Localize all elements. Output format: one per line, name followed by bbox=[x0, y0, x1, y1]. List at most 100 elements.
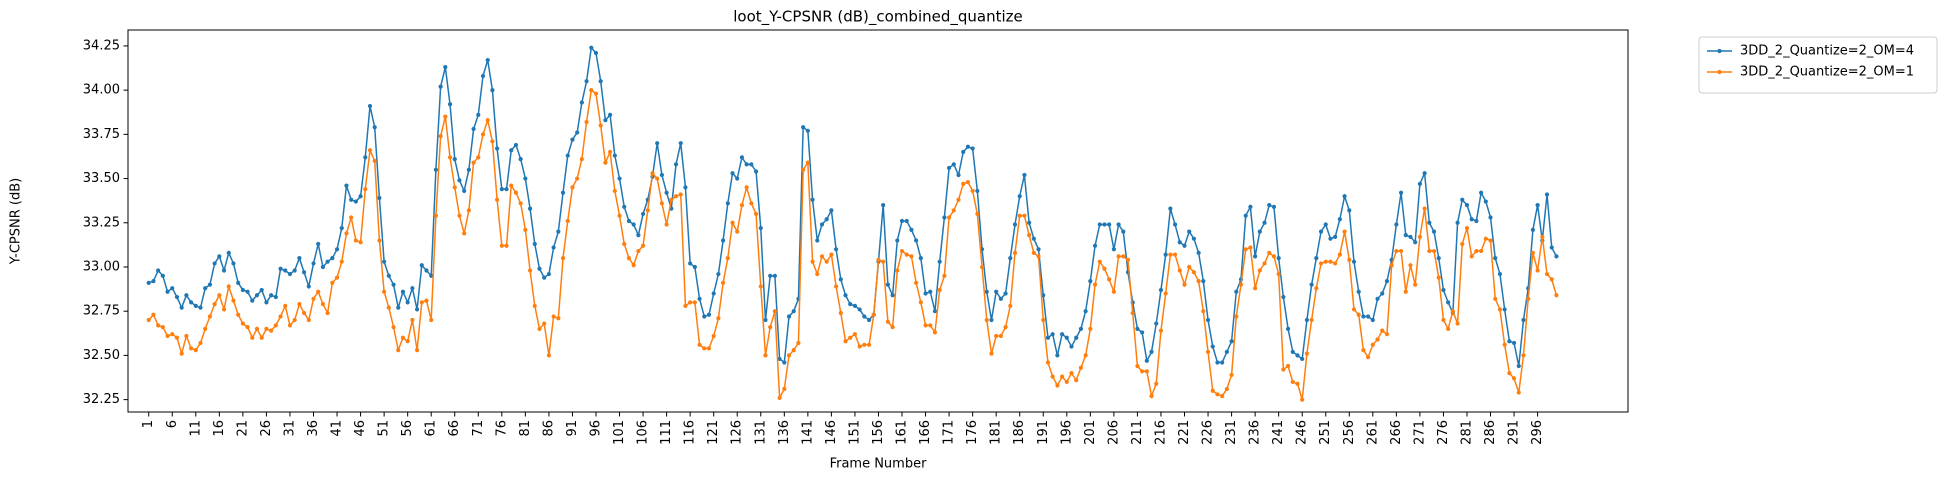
data-point bbox=[1337, 217, 1342, 222]
data-point bbox=[264, 326, 269, 331]
data-point bbox=[1356, 312, 1361, 317]
data-point bbox=[819, 254, 825, 259]
data-point bbox=[946, 215, 952, 220]
y-tick-label: 34.25 bbox=[83, 38, 120, 53]
data-point bbox=[721, 238, 726, 243]
data-point bbox=[278, 266, 283, 271]
data-point bbox=[1012, 250, 1018, 255]
data-point bbox=[932, 330, 938, 335]
data-point bbox=[438, 134, 443, 139]
data-point bbox=[1502, 307, 1507, 312]
data-point bbox=[1182, 282, 1187, 287]
data-point bbox=[1107, 222, 1112, 227]
data-point bbox=[301, 270, 307, 275]
data-point bbox=[1361, 314, 1366, 319]
data-point bbox=[1300, 356, 1305, 362]
data-point bbox=[1493, 296, 1498, 301]
x-tick-label: 196 bbox=[1059, 420, 1074, 445]
data-point bbox=[1422, 206, 1427, 211]
x-tick-label: 176 bbox=[965, 420, 980, 445]
data-point bbox=[805, 160, 810, 165]
data-point bbox=[485, 57, 490, 63]
data-point bbox=[801, 125, 806, 130]
data-point bbox=[1323, 222, 1328, 227]
data-point bbox=[1092, 282, 1098, 287]
data-point bbox=[424, 298, 429, 303]
data-point bbox=[1158, 287, 1164, 293]
data-point bbox=[852, 303, 858, 308]
data-point bbox=[1516, 390, 1521, 395]
x-tick-label: 171 bbox=[942, 420, 957, 445]
x-tick-label: 256 bbox=[1342, 420, 1357, 445]
data-point bbox=[843, 339, 848, 344]
data-point bbox=[603, 160, 608, 165]
data-point bbox=[316, 241, 321, 247]
x-tick-label: 96 bbox=[588, 420, 603, 437]
x-tick-label: 51 bbox=[377, 420, 392, 437]
legend-box bbox=[1698, 36, 1938, 94]
data-point bbox=[772, 309, 777, 314]
data-point bbox=[1450, 309, 1455, 314]
data-point bbox=[956, 172, 961, 178]
data-point bbox=[692, 264, 697, 270]
x-tick-label: 191 bbox=[1036, 420, 1051, 445]
data-point bbox=[203, 326, 208, 331]
data-point bbox=[1398, 190, 1404, 195]
data-point bbox=[221, 307, 227, 312]
data-point bbox=[810, 197, 815, 202]
data-point bbox=[316, 289, 321, 294]
data-point bbox=[504, 243, 509, 248]
y-tick-label: 32.50 bbox=[83, 348, 120, 363]
data-point bbox=[1455, 220, 1460, 225]
x-tick-label: 221 bbox=[1177, 420, 1192, 445]
data-point bbox=[1172, 252, 1178, 257]
data-point bbox=[462, 231, 467, 236]
data-point bbox=[994, 333, 999, 339]
data-point bbox=[1483, 199, 1488, 204]
data-point bbox=[772, 273, 777, 278]
data-point bbox=[1017, 213, 1022, 218]
data-point bbox=[382, 259, 387, 264]
data-point bbox=[212, 302, 217, 307]
data-point bbox=[301, 310, 307, 316]
data-point bbox=[1384, 332, 1390, 337]
data-point bbox=[758, 225, 763, 231]
data-point bbox=[221, 268, 227, 273]
data-point bbox=[965, 144, 971, 149]
x-tick-label: 16 bbox=[212, 420, 227, 437]
data-point bbox=[1366, 314, 1371, 319]
x-tick-label: 276 bbox=[1436, 420, 1451, 445]
data-point bbox=[584, 79, 589, 84]
data-point bbox=[1074, 378, 1079, 383]
data-point bbox=[1521, 353, 1526, 358]
data-point bbox=[1111, 289, 1116, 294]
data-point bbox=[640, 211, 646, 217]
data-point bbox=[349, 215, 354, 220]
data-point bbox=[1257, 268, 1262, 273]
data-point bbox=[1191, 270, 1197, 275]
data-point bbox=[612, 188, 617, 194]
x-tick-label: 186 bbox=[1012, 420, 1027, 445]
data-point bbox=[706, 312, 712, 317]
data-point bbox=[499, 243, 504, 248]
y-tick-label: 33.25 bbox=[83, 215, 120, 230]
data-point bbox=[1083, 353, 1088, 358]
data-point bbox=[1121, 229, 1126, 234]
x-tick-label: 21 bbox=[235, 420, 250, 437]
data-point bbox=[805, 128, 810, 133]
data-point bbox=[1055, 383, 1060, 388]
data-point bbox=[1149, 393, 1154, 399]
data-point bbox=[1530, 227, 1535, 232]
data-point bbox=[1111, 247, 1116, 252]
data-point bbox=[739, 155, 745, 160]
data-point bbox=[287, 271, 293, 277]
data-point bbox=[622, 241, 627, 247]
data-point bbox=[1102, 266, 1107, 271]
data-point bbox=[1497, 271, 1503, 277]
data-point bbox=[1267, 250, 1272, 255]
data-point bbox=[1394, 222, 1399, 227]
y-tick-label: 33.00 bbox=[83, 259, 120, 274]
data-point bbox=[1050, 332, 1055, 337]
data-point bbox=[918, 256, 923, 261]
data-point bbox=[942, 273, 947, 278]
